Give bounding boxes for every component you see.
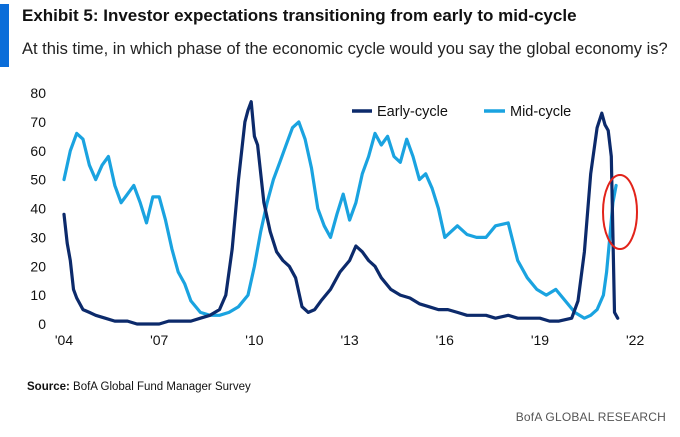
series-line-early-cycle: [62, 100, 620, 326]
source-note: Source: BofA Global Fund Manager Survey: [27, 381, 251, 393]
x-tick-label: '19: [531, 332, 549, 348]
title-accent-bar: [0, 4, 9, 67]
x-tick-label: '10: [245, 332, 263, 348]
source-text: BofA Global Fund Manager Survey: [69, 381, 251, 393]
series-layer: [62, 100, 620, 326]
y-tick-label: 80: [30, 85, 46, 101]
y-tick-label: 50: [30, 172, 46, 188]
x-axis: '04 '07 '10 '13 '16 '19 '22: [55, 332, 645, 348]
x-tick-label: '07: [150, 332, 168, 348]
brand-footer: BofA GLOBAL RESEARCH: [515, 410, 666, 424]
y-tick-label: 40: [30, 201, 46, 217]
y-tick-label: 0: [38, 316, 46, 332]
legend: Early-cycle Mid-cycle: [352, 104, 571, 120]
chart-subtitle: At this time, in which phase of the econ…: [22, 40, 668, 58]
x-tick-label: '13: [340, 332, 358, 348]
y-tick-label: 20: [30, 258, 46, 274]
x-tick-label: '16: [436, 332, 454, 348]
chart-title: Exhibit 5: Investor expectations transit…: [22, 6, 577, 25]
y-tick-label: 10: [30, 287, 46, 303]
y-tick-label: 30: [30, 229, 46, 245]
highlight-circle: [602, 174, 638, 250]
source-label: Source:: [27, 381, 70, 393]
y-tick-label: 60: [30, 143, 46, 159]
y-tick-label: 70: [30, 114, 46, 130]
legend-label-mid-cycle: Mid-cycle: [510, 104, 571, 120]
y-axis: 0 10 20 30 40 50 60 70 80: [30, 85, 46, 332]
x-tick-label: '04: [55, 332, 73, 348]
legend-label-early-cycle: Early-cycle: [377, 104, 448, 120]
x-tick-label: '22: [626, 332, 644, 348]
series-line-mid-cycle: [62, 120, 618, 320]
